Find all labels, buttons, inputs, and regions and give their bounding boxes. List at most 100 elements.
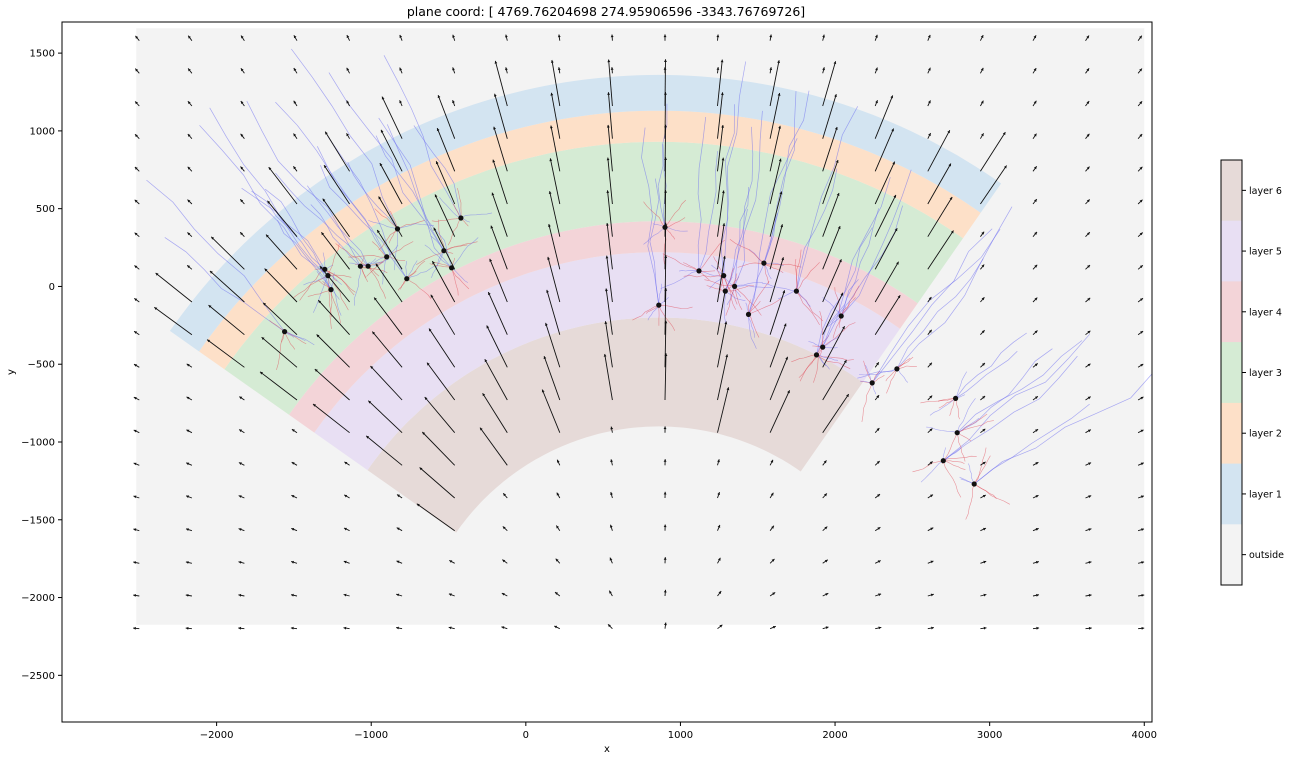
- vector-arrow: [717, 288, 726, 335]
- x-tick-label: 0: [523, 730, 529, 741]
- vector-arrow: [428, 328, 456, 368]
- vector-arrow: [717, 124, 724, 172]
- soma-point: [721, 273, 727, 279]
- vector-arrow-head: [1034, 330, 1038, 334]
- vector-arrow-head: [981, 330, 985, 334]
- vector-arrow: [375, 263, 403, 303]
- neuron-trace: [378, 117, 452, 268]
- neuron-trace: [959, 476, 975, 485]
- vector-arrow-head: [1033, 133, 1037, 137]
- neuron-trace: [433, 262, 452, 269]
- soma-point: [869, 380, 875, 386]
- vector-arrow-head: [1140, 364, 1144, 367]
- vector-arrow-head: [482, 393, 486, 397]
- vector-arrow: [664, 222, 667, 270]
- vector-arrow: [874, 95, 894, 139]
- vector-arrow: [435, 161, 456, 205]
- band-layer-1: [169, 74, 1002, 352]
- vector-arrow-head: [556, 492, 560, 496]
- band-layer-5: [314, 252, 900, 471]
- vector-arrow-head: [556, 525, 559, 529]
- vector-arrow-head: [319, 266, 323, 270]
- vector-arrow: [550, 125, 561, 172]
- vector-arrow-head: [260, 371, 263, 375]
- vector-arrow-head: [981, 297, 985, 301]
- neuron-trace: [796, 262, 820, 292]
- vector-arrow-head: [1086, 35, 1089, 39]
- vector-arrow-head: [185, 626, 189, 630]
- vector-arrow-head: [721, 125, 725, 128]
- vector-arrow-head: [452, 34, 455, 38]
- vector-arrow-head: [983, 626, 987, 630]
- vector-arrow-head: [238, 561, 242, 564]
- vector-arrow-head: [930, 593, 934, 597]
- vector-arrow-head: [948, 163, 951, 167]
- vector-arrow-head: [263, 302, 266, 306]
- vector-arrow-head: [290, 626, 294, 630]
- soma-point: [838, 313, 844, 319]
- vector-arrow-head: [293, 68, 297, 71]
- vector-arrow-head: [429, 328, 432, 332]
- neuron-trace: [443, 244, 468, 251]
- vector-arrow: [664, 287, 667, 335]
- vector-arrow-head: [399, 34, 403, 38]
- vector-arrow-head: [876, 362, 879, 366]
- vector-arrow-head: [983, 527, 986, 531]
- neuron-trace: [275, 172, 369, 267]
- vector-arrow: [874, 295, 901, 335]
- neuron-trace: [386, 124, 452, 269]
- neuron-trace: [643, 227, 666, 245]
- vector-arrow-head: [346, 35, 350, 39]
- vector-arrow-head: [1087, 396, 1091, 400]
- neuron-trace: [199, 125, 329, 276]
- vector-arrow: [381, 96, 403, 139]
- vector-arrow-head: [186, 363, 190, 367]
- neuron-trace: [327, 274, 352, 278]
- vector-arrow-head: [606, 190, 610, 193]
- neuron-trace: [968, 463, 975, 485]
- neuron-trace: [431, 217, 461, 222]
- vector-arrow-head: [133, 626, 136, 630]
- vector-arrow-head: [1141, 594, 1145, 597]
- colorbar-label: layer 1: [1249, 489, 1282, 500]
- neuron-trace: [293, 275, 329, 299]
- vector-arrow-head: [928, 297, 932, 300]
- neuron-trace: [641, 127, 660, 306]
- vector-arrow-head: [1140, 429, 1144, 433]
- vector-arrow-head: [1087, 330, 1091, 334]
- neuron-trace: [791, 354, 817, 363]
- vector-arrow-head: [135, 134, 138, 138]
- vector-arrow-head: [452, 67, 455, 71]
- vector-arrow: [491, 192, 508, 237]
- vector-arrow-head: [876, 461, 880, 464]
- vector-arrow-head: [343, 560, 347, 564]
- vector-arrow-head: [434, 194, 438, 198]
- neuron-trace: [366, 256, 387, 277]
- vector-arrow: [664, 255, 667, 303]
- vector-arrow-head: [396, 527, 400, 531]
- colorbar-segment: [1221, 402, 1242, 465]
- vector-arrow-head: [1140, 298, 1143, 301]
- neuron-trace: [796, 290, 824, 322]
- vector-arrow-head: [555, 558, 559, 562]
- vector-arrow-head: [824, 559, 828, 563]
- vector-arrow-head: [186, 528, 189, 531]
- neuron-trace: [386, 245, 399, 258]
- vector-arrow-head: [1036, 593, 1039, 597]
- y-tick-label: 1000: [30, 126, 55, 137]
- vector-arrow-head: [1087, 429, 1091, 433]
- neuron-trace: [763, 91, 797, 264]
- neuron-trace: [813, 347, 823, 383]
- neuron-trace: [725, 267, 735, 292]
- neuron-trace: [645, 304, 660, 314]
- neuron-trace: [896, 258, 984, 370]
- vector-arrow-head: [769, 67, 773, 71]
- vector-arrow-head: [344, 494, 348, 498]
- vector-arrow-head: [982, 428, 986, 432]
- vector-arrow: [543, 355, 561, 401]
- vector-arrow-head: [133, 528, 137, 532]
- soma-point: [761, 260, 767, 266]
- vector-arrow: [607, 190, 613, 237]
- vector-arrow-head: [610, 426, 614, 430]
- vector-arrow: [606, 255, 613, 303]
